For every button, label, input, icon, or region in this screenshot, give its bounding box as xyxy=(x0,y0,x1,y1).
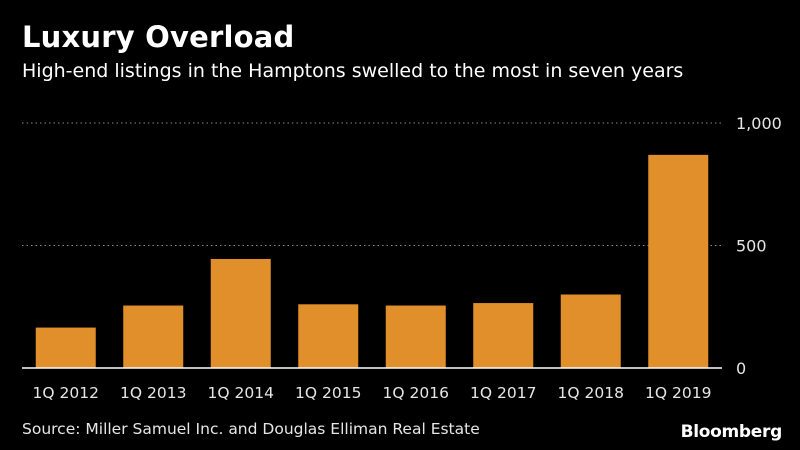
chart-subtitle: High-end listings in the Hamptons swelle… xyxy=(22,60,684,82)
bar xyxy=(123,305,184,368)
bar xyxy=(385,305,446,368)
x-tick-label: 1Q 2013 xyxy=(120,384,186,402)
bar xyxy=(298,304,359,368)
x-tick-label: 1Q 2017 xyxy=(470,384,536,402)
bar xyxy=(560,294,621,368)
x-tick-label: 1Q 2018 xyxy=(558,384,624,402)
y-tick-label: 0 xyxy=(736,359,746,378)
bar xyxy=(210,258,271,368)
bar xyxy=(35,327,96,368)
source-note: Source: Miller Samuel Inc. and Douglas E… xyxy=(22,420,480,438)
x-tick-label: 1Q 2014 xyxy=(208,384,274,402)
bar xyxy=(648,154,709,368)
bar xyxy=(473,303,534,368)
x-tick-label: 1Q 2015 xyxy=(295,384,361,402)
x-tick-label: 1Q 2016 xyxy=(383,384,449,402)
y-tick-label: 500 xyxy=(736,237,767,256)
x-tick-label: 1Q 2012 xyxy=(33,384,99,402)
chart-title: Luxury Overload xyxy=(22,20,295,54)
y-tick-label: 1,000 xyxy=(736,114,782,133)
bloomberg-logo: Bloomberg xyxy=(680,422,783,442)
x-tick-label: 1Q 2019 xyxy=(645,384,711,402)
